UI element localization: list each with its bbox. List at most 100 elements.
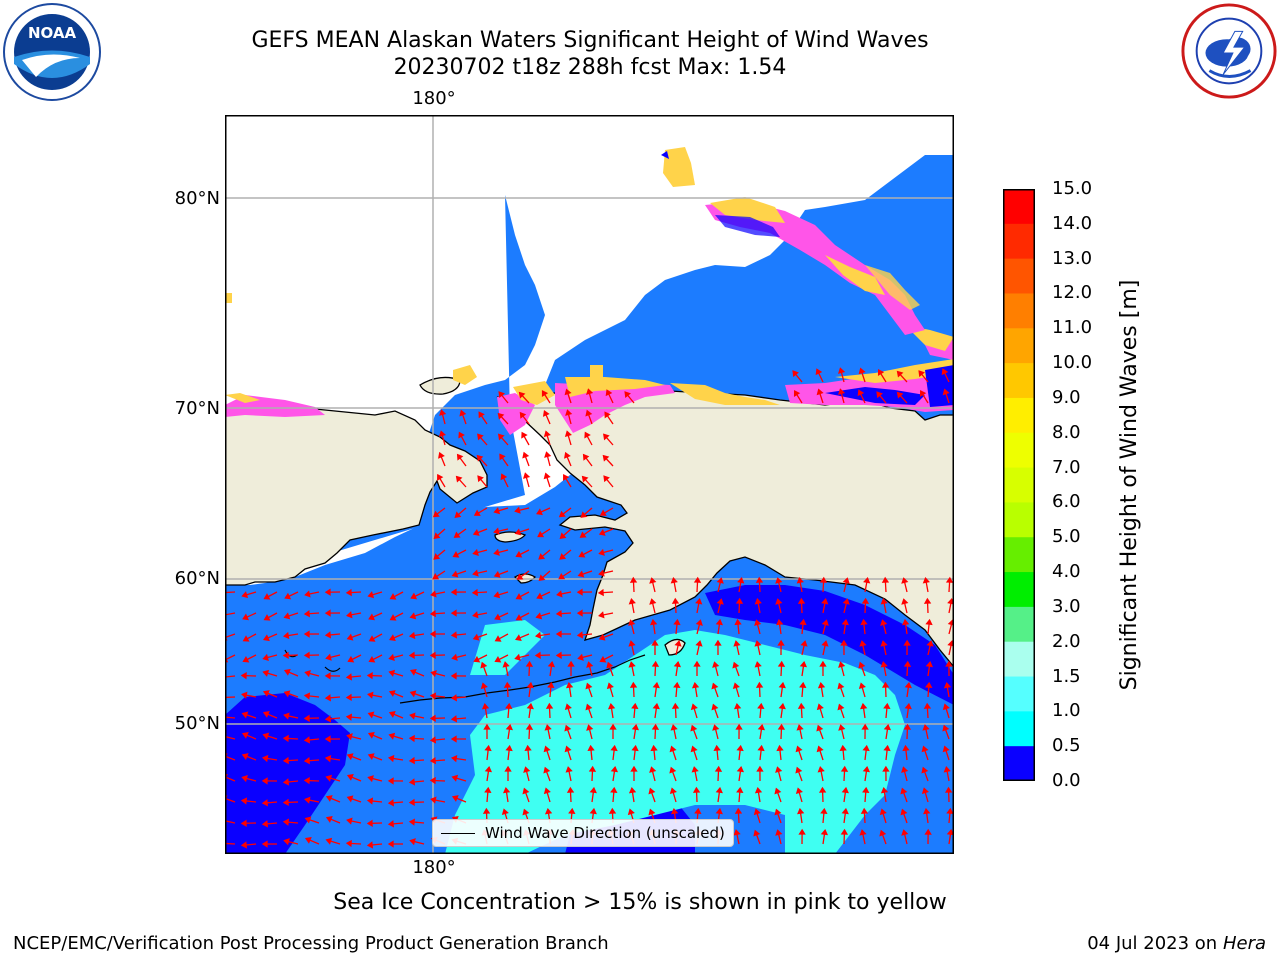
wind-wave-arrowhead bbox=[946, 828, 954, 836]
wind-wave-arrowhead bbox=[493, 570, 501, 578]
colorbar-cell bbox=[1003, 502, 1035, 538]
wind-wave-arrowhead bbox=[799, 618, 807, 626]
wind-wave-arrowhead bbox=[433, 553, 441, 560]
wind-wave-arrowhead bbox=[880, 661, 888, 668]
wind-wave-arrowhead bbox=[840, 765, 849, 772]
wind-wave-arrowhead bbox=[798, 828, 806, 835]
wind-wave-arrowhead bbox=[821, 598, 829, 605]
wind-wave-arrowhead bbox=[388, 711, 396, 718]
wind-wave-arrowhead bbox=[608, 807, 617, 814]
wind-wave-arrowhead bbox=[525, 660, 534, 667]
wind-wave-arrowhead bbox=[670, 807, 679, 815]
colorbar-cell bbox=[1003, 676, 1035, 712]
wind-wave-arrowhead bbox=[577, 653, 584, 661]
wind-wave-arrowhead bbox=[263, 593, 271, 600]
wind-wave-arrowhead bbox=[649, 618, 658, 626]
wind-wave-arrowhead bbox=[438, 430, 446, 438]
wind-wave-arrowhead bbox=[858, 682, 866, 690]
wind-wave-arrowhead bbox=[484, 765, 493, 773]
wind-wave-arrowhead bbox=[921, 766, 929, 774]
wind-wave-arrowhead bbox=[942, 745, 950, 753]
wind-wave-arrowhead bbox=[588, 765, 597, 772]
wind-wave-arrowhead bbox=[860, 807, 869, 814]
wind-wave-arrowhead bbox=[367, 753, 375, 761]
lon-label-bottom: 180° bbox=[412, 857, 456, 878]
wind-wave-arrowhead bbox=[325, 774, 333, 782]
wind-wave-arrowhead bbox=[862, 786, 870, 793]
wind-wave-arrowhead bbox=[477, 433, 484, 441]
wind-wave-arrowhead bbox=[367, 711, 375, 719]
wind-wave-arrowhead bbox=[547, 660, 556, 668]
wind-wave-arrowhead bbox=[368, 635, 376, 642]
wind-wave-arrowhead bbox=[458, 431, 465, 439]
wind-wave-arrowhead bbox=[303, 651, 310, 659]
wind-wave-arrowhead bbox=[263, 634, 270, 642]
wind-wave-arrowhead bbox=[734, 807, 743, 814]
wind-wave-arrowhead bbox=[776, 744, 784, 752]
wind-wave-arrowhead bbox=[459, 409, 467, 417]
wind-wave-arrowhead bbox=[605, 389, 613, 397]
wind-wave-arrowhead bbox=[576, 588, 583, 596]
wind-wave-arrowhead bbox=[673, 660, 682, 668]
wind-wave-arrowhead bbox=[346, 817, 353, 825]
wind-wave-arrowhead bbox=[484, 744, 492, 752]
wind-wave-arrow bbox=[225, 797, 236, 803]
wind-wave-arrowhead bbox=[880, 598, 888, 605]
wind-wave-arrowhead bbox=[673, 618, 681, 626]
wind-wave-arrowhead bbox=[923, 597, 932, 604]
wind-wave-arrowhead bbox=[366, 797, 374, 805]
wind-wave-arrowhead bbox=[652, 702, 660, 710]
wind-wave-arrowhead bbox=[484, 786, 492, 794]
wind-wave-arrowhead bbox=[388, 690, 396, 697]
wind-wave-arrowhead bbox=[522, 808, 530, 816]
wind-wave-arrowhead bbox=[409, 612, 417, 620]
wind-wave-arrowhead bbox=[497, 412, 505, 420]
colorbar-cell bbox=[1003, 397, 1035, 434]
wind-wave-arrowhead bbox=[504, 765, 512, 772]
wind-wave-arrowhead bbox=[796, 724, 804, 731]
wind-wave-arrowhead bbox=[241, 591, 249, 599]
wind-wave-arrowhead bbox=[925, 618, 933, 626]
lat-label-70n: 70°N bbox=[174, 398, 220, 419]
wind-wave-arrowhead bbox=[757, 744, 765, 752]
wind-wave-arrowhead bbox=[261, 820, 269, 828]
wind-wave-arrowhead bbox=[324, 631, 332, 639]
wind-wave-arrowhead bbox=[650, 744, 658, 752]
wind-wave-arrowhead bbox=[451, 653, 458, 661]
wind-wave-arrowhead bbox=[841, 618, 849, 626]
wind-wave-arrowhead bbox=[817, 766, 825, 773]
wind-wave-arrowhead bbox=[775, 598, 783, 605]
wind-wave-arrowhead bbox=[303, 692, 311, 700]
wind-wave-arrow bbox=[225, 633, 236, 639]
wind-wave-arrowhead bbox=[857, 389, 865, 397]
wind-wave-arrowhead bbox=[922, 577, 930, 584]
wind-wave-arrowhead bbox=[883, 744, 891, 752]
wind-wave-arrowhead bbox=[387, 840, 394, 848]
wind-wave-arrowhead bbox=[610, 765, 619, 773]
wind-wave-arrowhead bbox=[649, 577, 657, 584]
wind-wave-arrowhead bbox=[534, 631, 542, 640]
wind-wave-arrowhead bbox=[715, 807, 723, 815]
wind-wave-arrowhead bbox=[543, 430, 551, 438]
wind-wave-arrowhead bbox=[821, 640, 829, 647]
wind-wave-arrowhead bbox=[493, 507, 501, 515]
wind-wave-arrow bbox=[225, 820, 236, 824]
wind-wave-arrowhead bbox=[883, 702, 891, 710]
wind-wave-arrowhead bbox=[368, 655, 376, 663]
wind-wave-arrowhead bbox=[754, 598, 762, 605]
wind-wave-arrowhead bbox=[862, 765, 871, 773]
wind-wave-arrowhead bbox=[651, 723, 660, 730]
wind-wave-arrowhead bbox=[543, 766, 551, 774]
wind-wave-arrowhead bbox=[433, 532, 441, 540]
wind-wave-arrowhead bbox=[500, 473, 508, 481]
wind-wave-arrowhead bbox=[429, 714, 436, 722]
wind-wave-arrowhead bbox=[648, 787, 656, 795]
wind-wave-arrowhead bbox=[263, 614, 271, 621]
wind-wave-arrowhead bbox=[283, 612, 291, 620]
wind-wave-arrowhead bbox=[514, 634, 522, 642]
wind-wave-arrowhead bbox=[673, 681, 681, 688]
wind-wave-arrowhead bbox=[472, 529, 480, 536]
wind-wave-arrowhead bbox=[777, 639, 785, 646]
wind-wave-arrowhead bbox=[544, 807, 553, 815]
wind-wave-arrowhead bbox=[303, 630, 310, 638]
